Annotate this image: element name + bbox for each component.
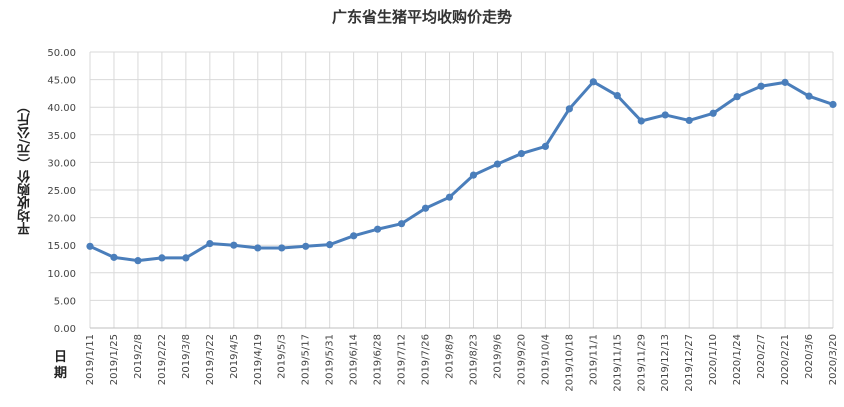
y-tick-label: 0.00 [54,324,76,335]
x-tick-label: 2020/1/24 [732,334,743,385]
data-point [613,92,621,100]
x-tick-label: 2019/1/25 [109,334,120,385]
data-point [302,242,310,250]
data-point [781,78,789,86]
data-point [493,160,502,168]
x-tick-label: 2020/1/10 [708,334,719,385]
y-tick-label: 10.00 [47,269,76,280]
data-point [637,117,645,125]
data-point [86,242,94,250]
y-tick-label: 45.00 [47,76,76,87]
x-tick-label: 2019/10/18 [564,334,575,392]
data-point [182,254,190,262]
data-point [134,257,142,265]
x-tick-label: 2019/7/12 [397,334,408,385]
x-tick-label: 2019/11/1 [588,334,599,385]
data-points [86,78,837,265]
data-point [206,239,214,248]
y-tick-label: 25.00 [47,186,76,197]
data-point [805,92,813,100]
x-tick-label: 2019/6/28 [373,334,384,385]
data-point [397,220,406,228]
x-axis-title: 日期 [54,350,68,381]
x-axis-ticks: 2019/1/11 2019/1/25 2019/2/8 2019/2/22 2019/… [85,334,839,392]
x-tick-label: 2019/3/8 [181,334,192,379]
data-point [326,241,334,249]
data-point [158,254,166,262]
data-point [374,225,382,233]
x-tick-label: 2019/10/4 [540,334,551,385]
y-axis-ticks: 0.00 5.00 10.00 15.00 20.00 25.00 30.00 35.00 40… [47,48,76,335]
chart-title: 广东省生猪平均收购价走势 [331,8,512,26]
x-tick-label: 2020/3/6 [804,334,815,379]
y-tick-label: 20.00 [47,214,76,225]
data-point [709,109,717,117]
data-point [541,142,549,150]
x-tick-label: 2019/1/11 [85,334,96,385]
x-tick-label: 2019/8/23 [468,334,479,385]
data-point [685,116,693,125]
data-point [350,232,358,240]
x-tick-label: 2019/3/22 [205,334,216,385]
data-point [517,149,526,158]
data-point [110,253,118,261]
x-tick-label: 2019/12/27 [684,334,695,392]
data-point [565,105,573,113]
x-tick-label: 2020/2/7 [756,334,767,379]
data-point [421,204,430,212]
x-tick-label: 2020/3/20 [828,334,839,385]
x-tick-label: 2019/2/22 [157,334,168,385]
x-tick-label: 2019/9/20 [516,334,527,385]
y-tick-label: 5.00 [54,296,76,307]
data-point [230,241,238,249]
x-tick-label: 2019/7/26 [421,334,432,385]
x-tick-label: 2019/5/3 [277,334,288,379]
data-point [829,100,837,109]
data-point [469,171,478,179]
data-point [445,193,454,201]
y-tick-label: 15.00 [47,241,76,252]
x-tick-label: 2019/4/19 [253,334,264,385]
x-tick-label: 2019/4/5 [229,334,240,379]
x-tick-label: 2019/8/9 [445,334,456,379]
gridlines [89,51,834,329]
data-point [733,93,741,101]
series-line [89,80,834,263]
x-tick-label: 2019/9/6 [492,334,503,379]
x-tick-label: 2019/11/15 [612,334,623,392]
data-point [278,244,286,252]
x-tick-label: 2019/12/13 [660,334,671,392]
x-tick-label: 2019/6/14 [349,334,360,385]
y-tick-label: 35.00 [47,131,76,142]
x-tick-label: 2019/11/29 [636,334,647,392]
data-point [661,111,669,119]
data-point [757,82,765,90]
x-tick-label: 2019/5/31 [325,334,336,385]
y-tick-label: 30.00 [47,158,76,169]
data-point [589,78,597,86]
x-tick-label: 2019/2/8 [133,334,144,379]
x-tick-label: 2020/2/21 [780,334,791,385]
y-tick-label: 50.00 [47,48,76,59]
y-tick-label: 40.00 [47,103,76,114]
data-point [254,244,262,252]
x-tick-label: 2019/5/17 [301,334,312,385]
